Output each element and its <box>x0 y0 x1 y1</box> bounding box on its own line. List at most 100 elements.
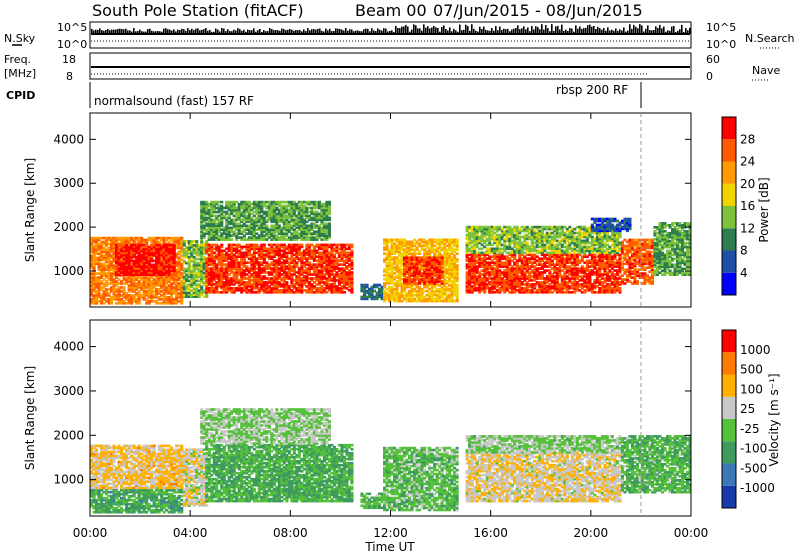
heatmap-cell <box>212 218 216 222</box>
heatmap-cell <box>385 266 389 269</box>
heatmap-cell <box>350 263 354 266</box>
heatmap-cell <box>242 263 246 266</box>
heatmap-cell <box>152 271 156 274</box>
heatmap-cell <box>312 255 316 258</box>
heatmap-cell <box>172 267 176 271</box>
heatmap-cell <box>418 293 422 297</box>
heatmap-cell <box>90 282 94 285</box>
heatmap-cell <box>197 293 201 296</box>
heatmap-cell <box>262 261 266 264</box>
heatmap-cell <box>187 240 191 243</box>
heatmap-cell <box>342 249 346 253</box>
heatmap-cell <box>285 214 289 218</box>
heatmap-cell <box>137 271 141 274</box>
heatmap-cell <box>205 287 209 290</box>
heatmap-cell <box>102 284 106 287</box>
heatmap-cell <box>182 248 186 251</box>
heatmap-cell <box>207 257 211 260</box>
heatmap-cell <box>260 222 264 226</box>
heatmap-cell <box>220 232 224 235</box>
heatmap-cell <box>305 247 309 251</box>
heatmap-cell <box>172 255 176 259</box>
heatmap-cell <box>373 285 377 289</box>
heatmap-cell <box>305 232 309 235</box>
heatmap-cell <box>325 226 329 230</box>
heatmap-cell <box>285 273 289 276</box>
heatmap-cell <box>340 267 344 270</box>
heatmap-cell <box>317 291 321 294</box>
heatmap-cell <box>270 289 274 292</box>
heatmap-cell <box>105 280 109 283</box>
heatmap-cell <box>368 291 372 295</box>
heatmap-cell <box>257 277 261 280</box>
heatmap-cell <box>320 251 324 255</box>
heatmap-cell <box>443 293 447 297</box>
heatmap-cell <box>295 261 299 264</box>
heatmap-cell <box>433 282 437 285</box>
heatmap-cell <box>438 289 442 293</box>
heatmap-cell <box>395 285 399 289</box>
heatmap-cell <box>100 244 104 248</box>
heatmap-cell <box>150 251 154 255</box>
heatmap-cell <box>250 257 254 260</box>
heatmap-cell <box>237 232 241 235</box>
nsky-bar <box>339 28 341 34</box>
heatmap-cell <box>360 285 364 289</box>
heatmap-cell <box>202 228 206 231</box>
heatmap-cell <box>285 234 289 237</box>
heatmap-cell <box>120 242 124 246</box>
heatmap-cell <box>155 243 159 247</box>
heatmap-cell <box>127 288 131 291</box>
nsky-bar <box>551 24 553 34</box>
heatmap-cell <box>175 296 179 299</box>
heatmap-cell <box>350 273 354 276</box>
heatmap-cell <box>190 275 194 279</box>
heatmap-cell <box>325 263 329 266</box>
heatmap-cell <box>305 275 309 278</box>
heatmap-cell <box>95 242 99 246</box>
heatmap-cell <box>165 288 169 291</box>
heatmap-cell <box>102 294 106 297</box>
heatmap-cell <box>202 246 206 249</box>
heatmap-cell <box>450 291 454 295</box>
heatmap-cell <box>413 289 417 293</box>
heatmap-cell <box>350 279 354 282</box>
heatmap-cell <box>455 280 459 283</box>
heatmap-cell <box>290 200 294 204</box>
heatmap-cell <box>150 300 154 303</box>
heatmap-cell <box>227 273 231 276</box>
heatmap-cell <box>455 287 459 291</box>
heatmap-cell <box>262 289 266 292</box>
heatmap-cell <box>117 273 121 276</box>
heatmap-cell <box>262 236 266 239</box>
heatmap-cell <box>418 268 422 271</box>
heatmap-cell <box>200 249 204 253</box>
heatmap-cell <box>115 302 119 305</box>
heatmap-cell <box>170 249 174 253</box>
heatmap-cell <box>250 208 254 212</box>
heatmap-cell <box>430 240 434 244</box>
nsky-bar <box>353 31 355 34</box>
heatmap-cell <box>167 276 171 279</box>
heatmap-cell <box>398 244 402 248</box>
heatmap-cell <box>182 285 186 289</box>
heatmap-cell <box>347 275 351 278</box>
heatmap-cell <box>302 271 306 274</box>
heatmap-cell <box>292 234 296 237</box>
heatmap-cell <box>182 253 186 257</box>
heatmap-cell <box>195 283 199 287</box>
heatmap-cell <box>390 276 394 279</box>
heatmap-cell <box>195 257 199 261</box>
heatmap-cell <box>415 293 419 297</box>
heatmap-cell <box>105 282 109 285</box>
heatmap-cell <box>180 294 184 297</box>
nsky-bar <box>253 28 255 34</box>
heatmap-cell <box>247 289 251 292</box>
heatmap-cell <box>107 254 111 258</box>
heatmap-cell <box>400 299 404 303</box>
heatmap-cell <box>145 265 149 269</box>
nsky-bar <box>297 30 299 34</box>
heatmap-cell <box>428 254 432 257</box>
heatmap-cell <box>317 255 321 258</box>
heatmap-cell <box>140 249 144 253</box>
